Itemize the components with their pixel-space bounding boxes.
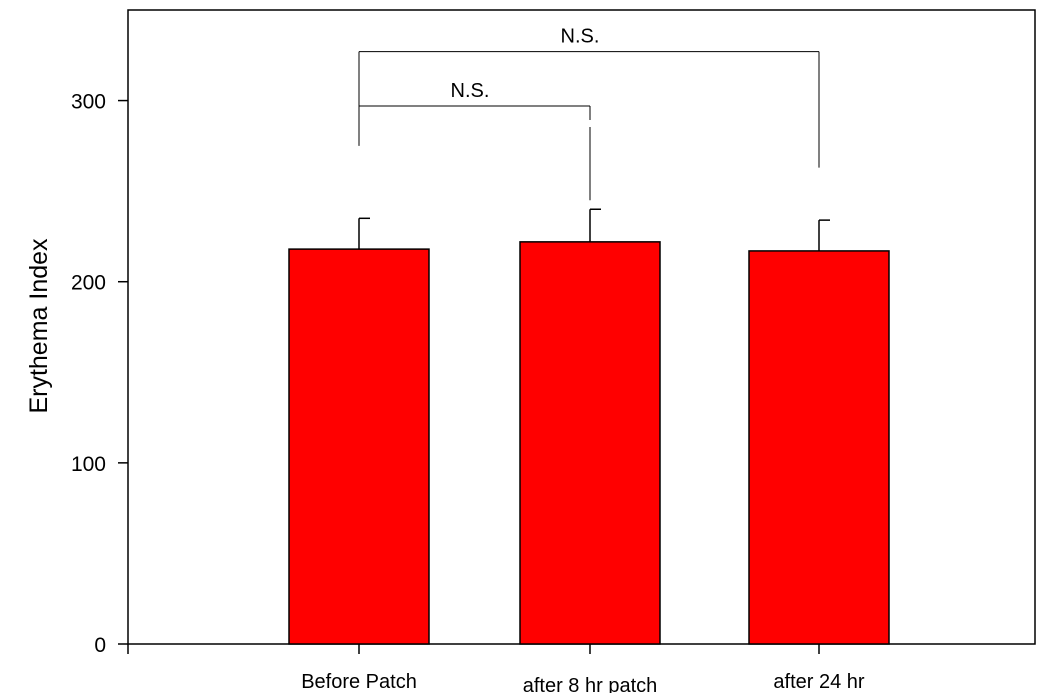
bar <box>748 250 890 645</box>
y-tick-label: 300 <box>71 91 106 114</box>
bar <box>288 248 430 645</box>
significance-label: N.S. <box>451 80 490 102</box>
x-tick-label: after 24 hr <box>773 671 865 693</box>
significance-bracket: N.S. <box>358 26 820 168</box>
bar <box>519 241 661 645</box>
significance-bracket: N.S. <box>358 80 591 201</box>
y-tick-label: 100 <box>71 453 106 476</box>
y-tick-label: 0 <box>94 634 106 657</box>
y-axis-label: Erythema Index <box>25 238 53 414</box>
significance-label: N.S. <box>561 26 600 48</box>
y-tick-label: 200 <box>71 272 106 295</box>
x-tick-label: after 8 hr patch <box>523 675 658 693</box>
x-tick-label: Before Patch <box>301 671 417 693</box>
